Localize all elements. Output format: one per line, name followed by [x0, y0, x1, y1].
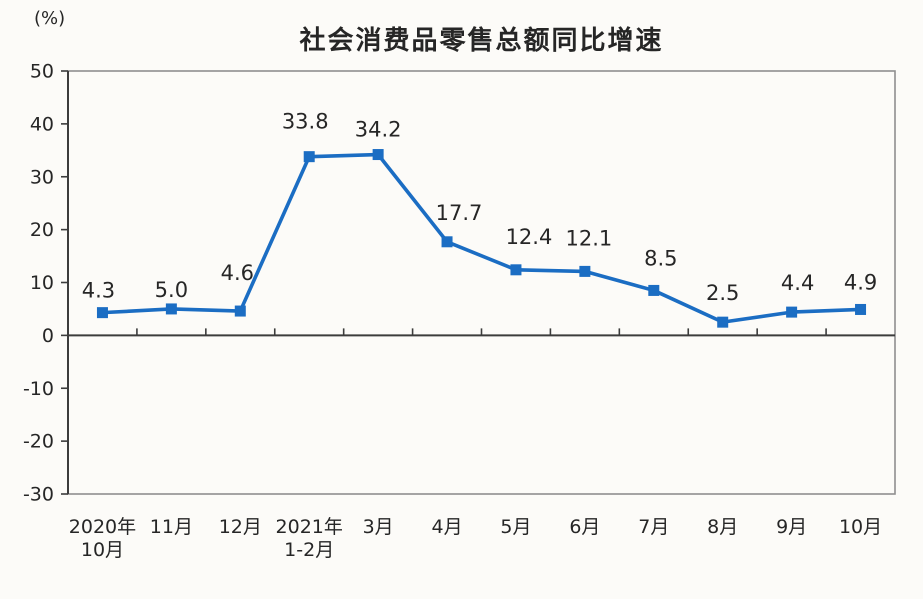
data-point-marker [441, 236, 453, 248]
x-category-label: 7月 [638, 516, 669, 538]
x-category-label: 10月 [839, 516, 882, 538]
data-label: 33.8 [282, 110, 329, 134]
data-label: 12.1 [565, 226, 612, 250]
x-category-label: 1-2月 [284, 539, 334, 561]
data-labels: 4.3 5.0 4.6 33.8 34.2 17.7 12.4 12.1 8.5 2.5 4.4 4.… [82, 110, 877, 305]
y-tick-label: 10 [30, 272, 54, 294]
data-label: 12.4 [506, 225, 553, 249]
y-tick-label: -20 [23, 431, 54, 453]
data-label: 8.5 [644, 246, 677, 270]
y-tick-label: 0 [42, 325, 54, 347]
series-markers [96, 149, 867, 328]
data-point-marker [786, 306, 798, 318]
data-point-marker [510, 264, 522, 276]
data-point-marker [96, 307, 108, 319]
data-label: 4.9 [844, 270, 877, 294]
data-point-marker [303, 151, 315, 163]
y-tick-label: 30 [30, 166, 54, 188]
data-label: 4.6 [221, 261, 254, 285]
x-category-label: 5月 [500, 516, 531, 538]
x-category-label: 10月 [81, 539, 124, 561]
x-category-label: 12月 [219, 516, 262, 538]
x-category-label: 2021年 [276, 516, 343, 538]
y-axis-unit-label: (%) [34, 8, 66, 29]
x-category-label: 11月 [150, 516, 193, 538]
series-line [102, 152, 861, 324]
data-label: 5.0 [155, 278, 188, 302]
x-category-label: 4月 [431, 516, 462, 538]
chart-title: 社会消费品零售总额同比增速 [299, 26, 664, 56]
data-point-marker [855, 303, 867, 315]
y-tick-label: 20 [30, 219, 54, 241]
y-tick-label: -10 [23, 378, 54, 400]
data-label: 4.4 [781, 271, 814, 295]
data-label: 17.7 [436, 201, 483, 225]
x-category-label: 8月 [707, 516, 738, 538]
data-point-marker [234, 305, 246, 317]
y-tick-label: -30 [23, 484, 54, 506]
y-axis: 50 40 30 20 10 0 -10 -20 -30 [23, 61, 68, 506]
data-label: 34.2 [355, 118, 402, 142]
data-point-marker [579, 265, 591, 277]
data-label: 4.3 [82, 279, 115, 303]
plot-border [67, 70, 896, 495]
x-category-label: 6月 [569, 516, 600, 538]
data-point-marker [648, 284, 660, 296]
x-axis-ticks [136, 328, 827, 336]
x-category-label: 9月 [776, 516, 807, 538]
data-label: 2.5 [706, 281, 739, 305]
x-category-label: 3月 [363, 516, 394, 538]
data-point-marker [372, 149, 384, 161]
data-point-marker [717, 316, 729, 328]
data-point-marker [165, 303, 177, 315]
x-category-label: 2020年 [69, 516, 136, 538]
y-tick-label: 50 [30, 61, 54, 83]
y-tick-label: 40 [30, 113, 54, 135]
